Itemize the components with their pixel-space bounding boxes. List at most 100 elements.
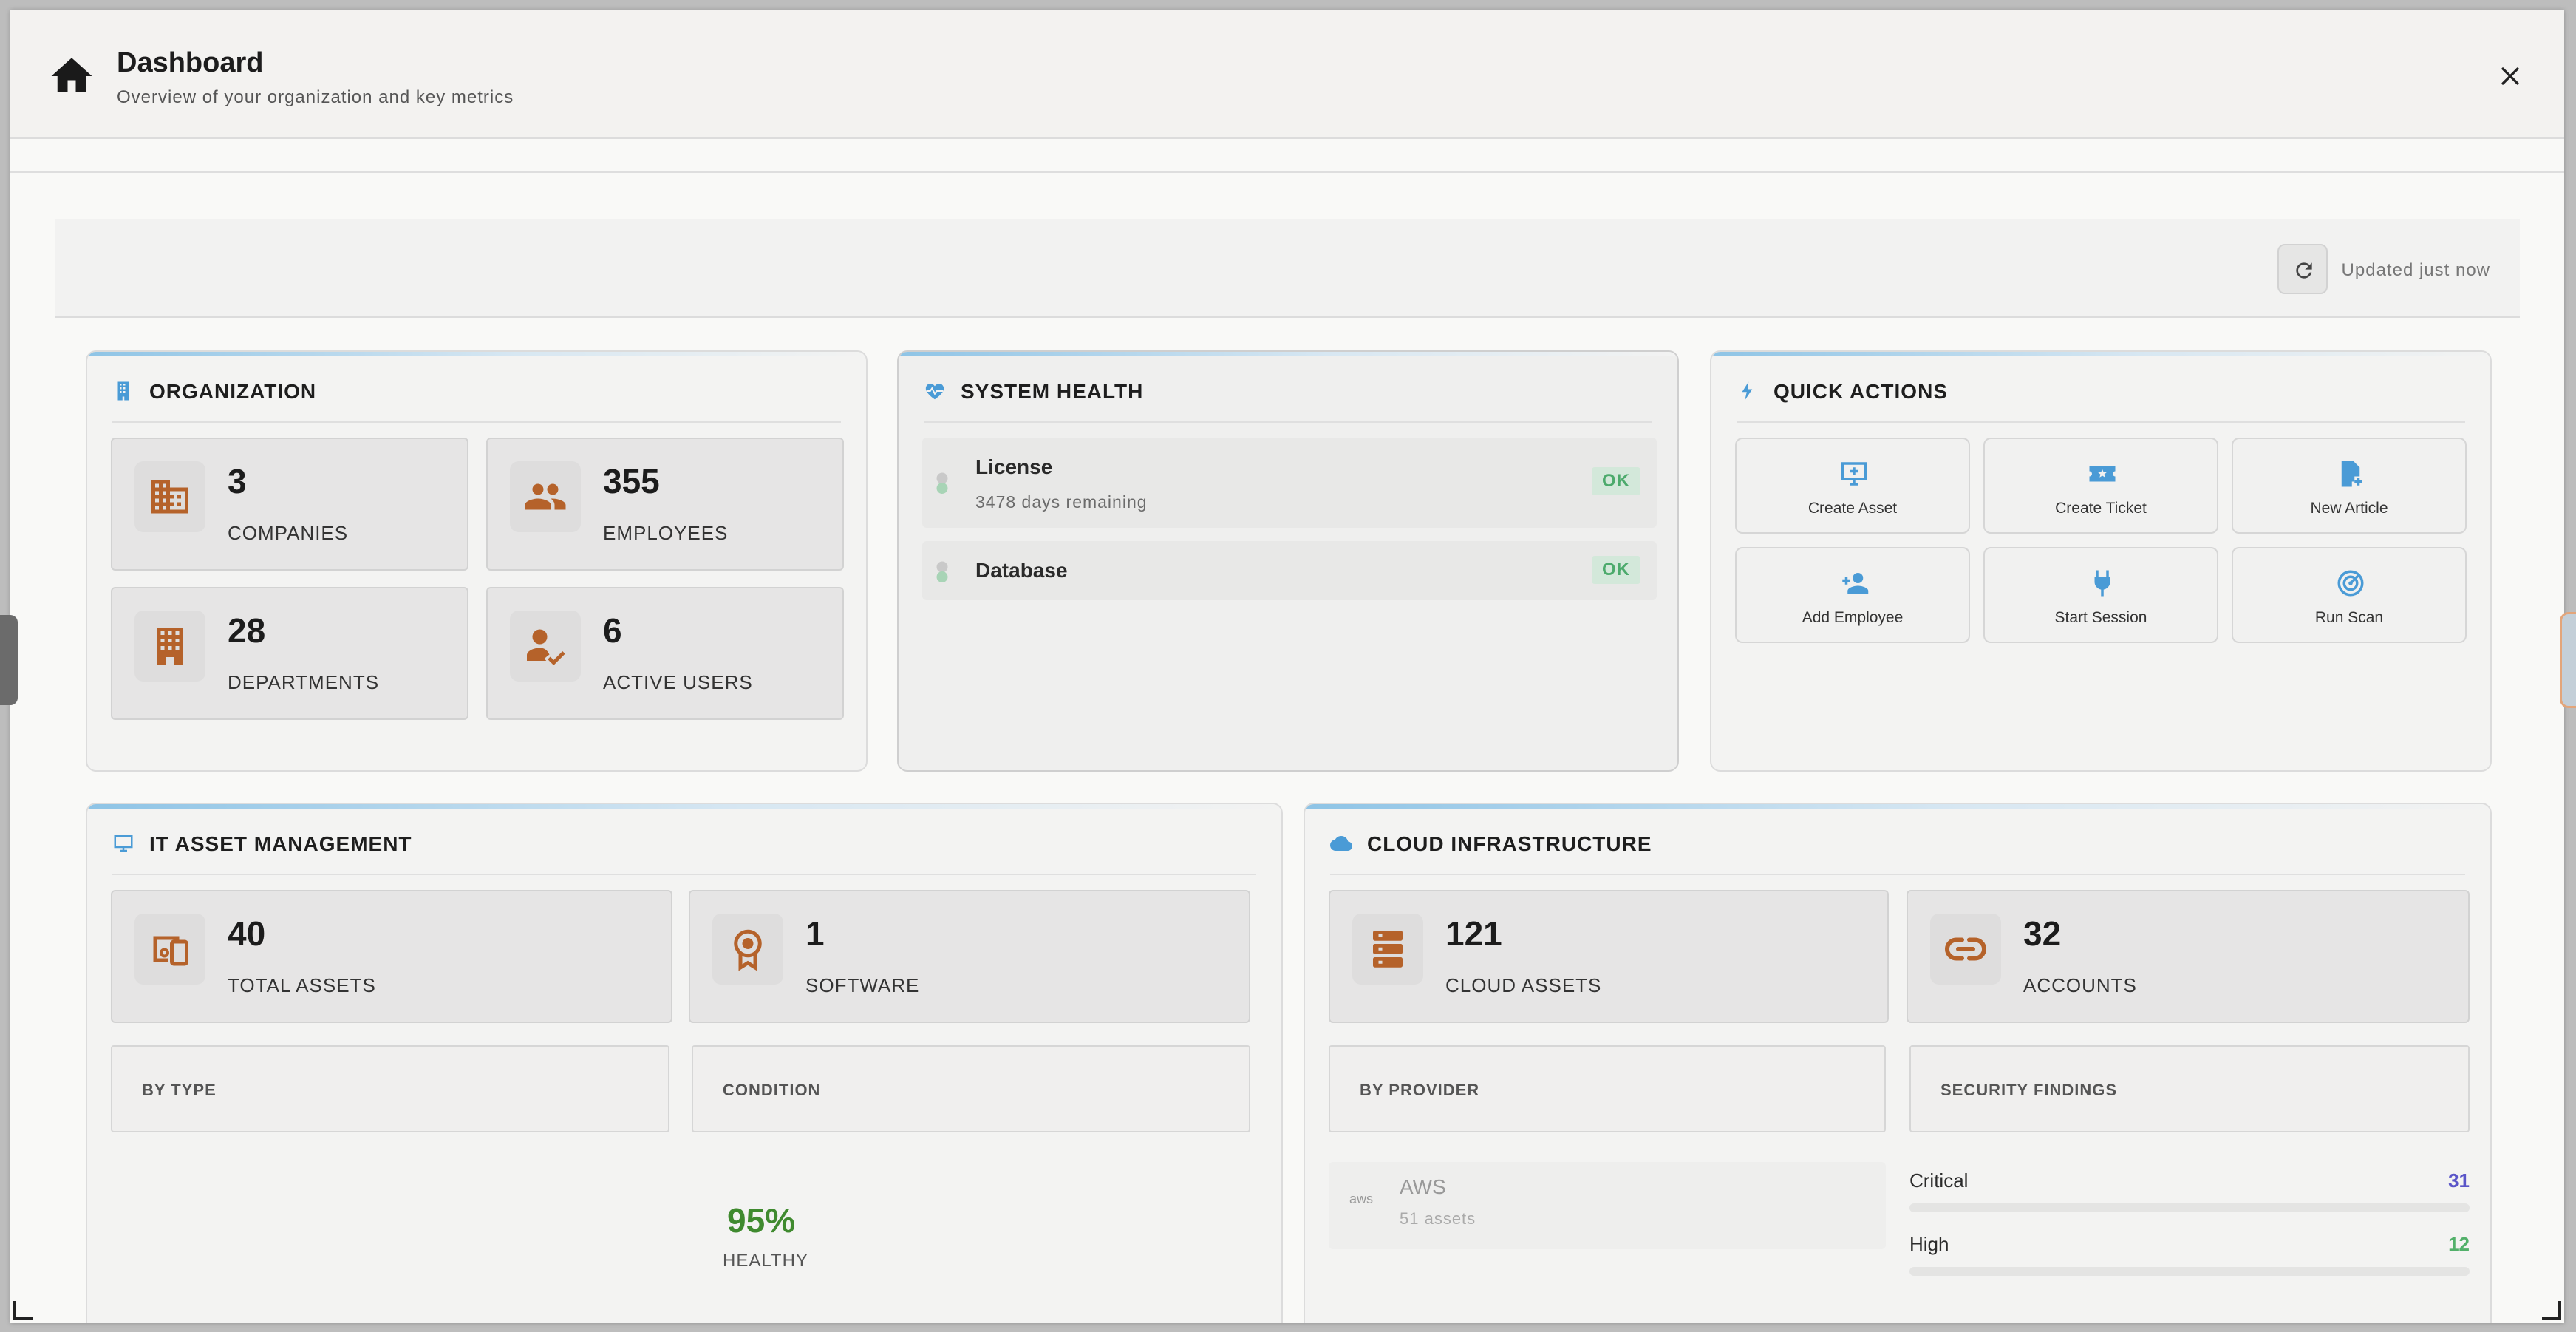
action-label: Run Scan (2314, 609, 2384, 626)
cloud-infrastructure-card: CLOUD INFRASTRUCTURE 121 CLOUD ASSETS 32 (1304, 803, 2492, 1323)
stat-icon-box (510, 461, 581, 532)
stat-label: COMPANIES (228, 522, 349, 544)
security-findings-panel: SECURITY FINDINGS (1909, 1045, 2470, 1132)
cloud-icon (1330, 836, 1352, 851)
resize-corner-bottom-right[interactable] (2542, 1301, 2561, 1320)
panel-label: BY PROVIDER (1360, 1081, 1480, 1099)
tab-strip (10, 139, 2564, 173)
card-title: SYSTEM HEALTH (961, 380, 1144, 403)
stat-label: ACTIVE USERS (603, 671, 753, 693)
updated-status: Updated just now (2341, 260, 2490, 280)
page-subtitle: Overview of your organization and key me… (117, 87, 514, 107)
finding-label: High (1909, 1233, 1949, 1255)
radar-icon (2337, 570, 2364, 597)
stat-icon-box (134, 461, 205, 532)
provider-count: 51 assets (1400, 1209, 1476, 1228)
close-icon[interactable] (2498, 64, 2523, 89)
it-asset-management-card: IT ASSET MANAGEMENT 40 TOTAL ASSETS (86, 803, 1283, 1323)
finding-bar (1909, 1267, 2470, 1276)
quick-actions-card: QUICK ACTIONS Create Asset Create Ticket… (1710, 350, 2492, 772)
stat-employees[interactable]: 355 EMPLOYEES (486, 438, 844, 571)
stat-active-users[interactable]: 6 ACTIVE USERS (486, 587, 844, 720)
office-building-icon (157, 628, 183, 665)
stat-icon-box (1930, 914, 2001, 985)
dialog-header: Dashboard Overview of your organization … (10, 10, 2564, 139)
create-ticket-button[interactable]: Create Ticket (1983, 438, 2218, 534)
finding-label: Critical (1909, 1169, 1969, 1192)
stat-accounts[interactable]: 32 ACCOUNTS (1907, 890, 2470, 1023)
stat-value: 28 (228, 611, 266, 650)
file-plus-icon (2341, 461, 2362, 487)
card-header: CLOUD INFRASTRUCTURE (1330, 829, 2465, 875)
stat-icon-box (134, 611, 205, 682)
stat-cloud-assets[interactable]: 121 CLOUD ASSETS (1329, 890, 1889, 1023)
panel-label: BY TYPE (142, 1081, 217, 1099)
status-badge: OK (1592, 556, 1640, 584)
stat-software[interactable]: 1 SOFTWARE (689, 890, 1250, 1023)
card-title: IT ASSET MANAGEMENT (149, 832, 412, 855)
healthy-label: HEALTHY (723, 1251, 808, 1271)
stat-icon-box (1352, 914, 1423, 985)
page-title: Dashboard (117, 47, 264, 78)
stat-value: 355 (603, 462, 660, 500)
panel-label: SECURITY FINDINGS (1940, 1081, 2118, 1099)
award-icon (734, 929, 762, 971)
card-header: IT ASSET MANAGEMENT (112, 829, 1256, 875)
plug-icon (2094, 570, 2110, 597)
action-label: Start Session (2054, 609, 2147, 626)
resize-corner-bottom-left[interactable] (13, 1301, 33, 1320)
health-item-name: Database (975, 559, 1068, 582)
panel-label: CONDITION (723, 1081, 821, 1099)
people-icon (525, 483, 566, 510)
stat-value: 32 (2023, 914, 2062, 953)
stat-value: 40 (228, 914, 266, 953)
stat-label: CLOUD ASSETS (1445, 974, 1602, 996)
provider-name: AWS (1400, 1175, 1446, 1198)
user-check-icon (527, 629, 565, 666)
aws-logo-icon: aws (1349, 1192, 1374, 1206)
stat-label: ACCOUNTS (2023, 974, 2137, 996)
by-type-panel: BY TYPE (111, 1045, 669, 1132)
provider-row-aws[interactable]: aws AWS 51 assets (1329, 1162, 1886, 1249)
lightning-icon (1742, 381, 1753, 401)
health-item-license: License 3478 days remaining OK (922, 438, 1657, 528)
stat-departments[interactable]: 28 DEPARTMENTS (111, 587, 468, 720)
health-item-detail: 3478 days remaining (975, 492, 1148, 512)
action-label: Create Ticket (2055, 500, 2147, 517)
add-employee-button[interactable]: Add Employee (1735, 547, 1970, 643)
health-item-name: License (975, 455, 1053, 478)
card-title: CLOUD INFRASTRUCTURE (1367, 832, 1652, 855)
card-header: ORGANIZATION (112, 377, 841, 423)
right-panel-handle[interactable] (2560, 612, 2576, 708)
devices-icon (153, 936, 188, 966)
monitor-icon (114, 835, 133, 852)
stat-label: EMPLOYEES (603, 522, 729, 544)
action-label: Add Employee (1802, 609, 1904, 626)
stat-label: SOFTWARE (805, 974, 920, 996)
action-label: New Article (2310, 500, 2388, 517)
refresh-button[interactable] (2277, 244, 2328, 294)
refresh-icon (2296, 262, 2312, 279)
card-title: ORGANIZATION (149, 380, 317, 403)
health-item-database: Database OK (922, 541, 1657, 600)
new-article-button[interactable]: New Article (2232, 438, 2467, 534)
organization-card: ORGANIZATION 3 COMPANIES 355 EMPLOYEES (86, 350, 868, 772)
server-icon (1373, 931, 1403, 968)
run-scan-button[interactable]: Run Scan (2232, 547, 2467, 643)
left-panel-handle[interactable] (0, 615, 18, 705)
monitor-plus-icon (1841, 462, 1867, 486)
stat-total-assets[interactable]: 40 TOTAL ASSETS (111, 890, 672, 1023)
ticket-icon (2089, 466, 2116, 482)
stat-label: TOTAL ASSETS (228, 974, 376, 996)
stat-icon-box (134, 914, 205, 985)
create-asset-button[interactable]: Create Asset (1735, 438, 1970, 534)
stat-companies[interactable]: 3 COMPANIES (111, 438, 468, 571)
card-title: QUICK ACTIONS (1773, 380, 1948, 403)
by-provider-panel: BY PROVIDER (1329, 1045, 1886, 1132)
card-header: QUICK ACTIONS (1737, 377, 2465, 423)
heartbeat-icon (925, 384, 944, 400)
start-session-button[interactable]: Start Session (1983, 547, 2218, 643)
person-add-icon (1842, 573, 1869, 594)
finding-high: High 12 (1909, 1233, 2470, 1277)
condition-panel: CONDITION (692, 1045, 1250, 1132)
